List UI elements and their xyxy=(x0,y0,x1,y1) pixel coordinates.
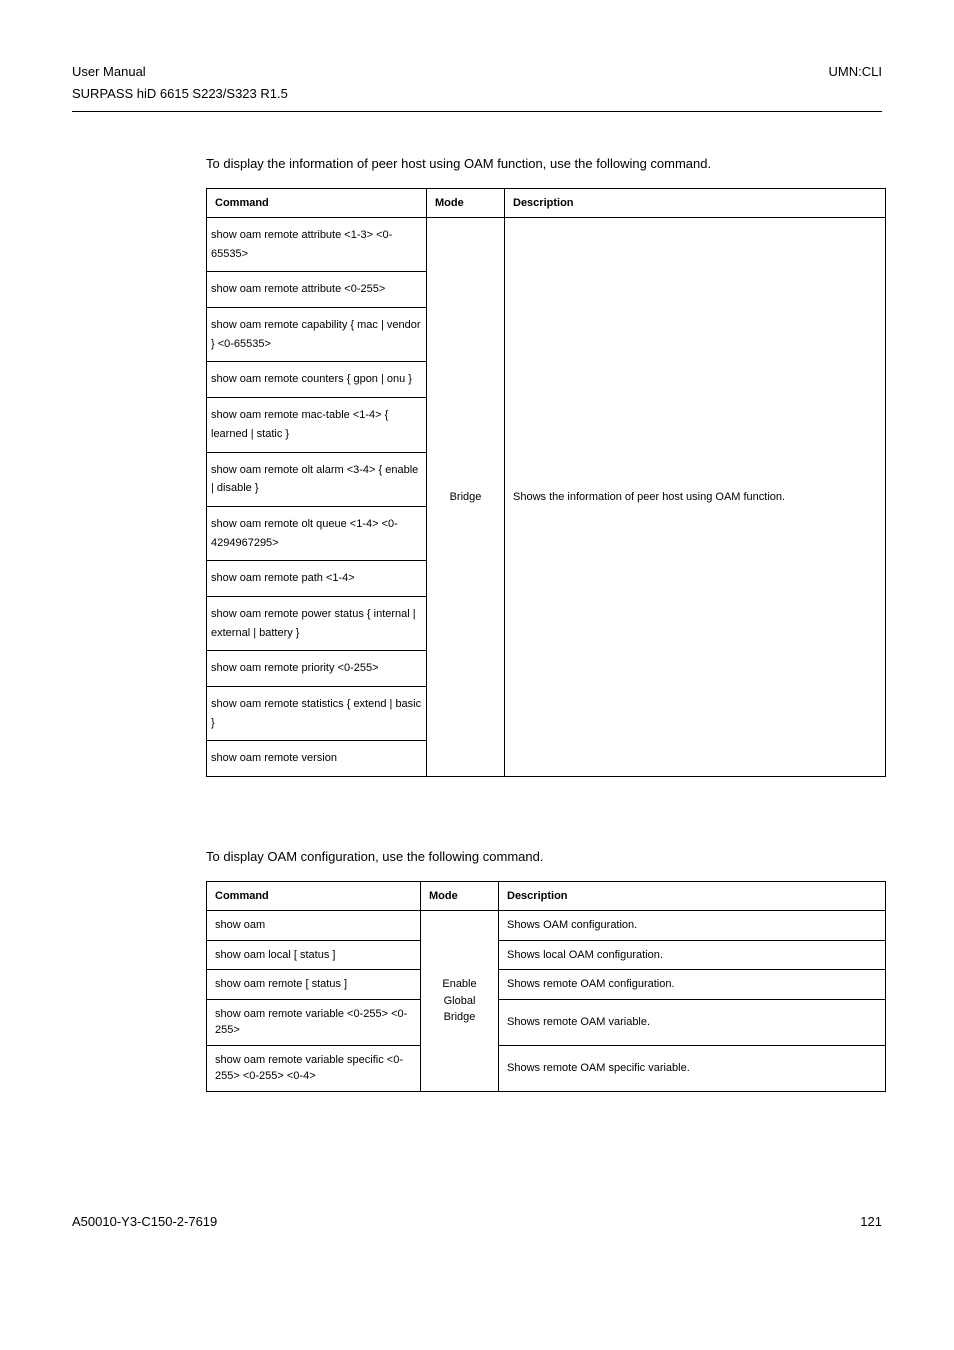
cmd-text: show oam remote olt alarm <3-4> { enable… xyxy=(207,453,426,507)
table-row: show oam Enable Global Bridge Shows OAM … xyxy=(207,911,886,941)
section1-intro: To display the information of peer host … xyxy=(206,154,882,174)
mode-cell: Bridge xyxy=(427,218,505,777)
table-header-row: Command Mode Description xyxy=(207,881,886,911)
cmd-text: show oam remote path <1-4> xyxy=(207,561,426,597)
desc-text: Shows local OAM configuration. xyxy=(499,940,886,970)
cmd-text: show oam remote variable specific <0-255… xyxy=(207,1045,421,1091)
footer-left: A50010-Y3-C150-2-7619 xyxy=(72,1212,217,1232)
header-left-2: SURPASS hiD 6615 S223/S323 R1.5 xyxy=(72,84,882,104)
table-header-row: Command Mode Description xyxy=(207,188,886,218)
cmd-text: show oam remote mac-table <1-4> { learne… xyxy=(207,398,426,452)
footer-right: 121 xyxy=(860,1212,882,1232)
table-row: show oam remote [ status ] Shows remote … xyxy=(207,970,886,1000)
header-row: User Manual UMN:CLI xyxy=(72,62,882,82)
cmd-text: show oam remote statistics { extend | ba… xyxy=(207,687,426,741)
mode-cell: Enable Global Bridge xyxy=(421,911,499,1092)
col-command: Command xyxy=(207,881,421,911)
cmd-text: show oam remote attribute <1-3> <0-65535… xyxy=(207,218,426,272)
table-row: show oam remote variable <0-255> <0-255>… xyxy=(207,999,886,1045)
cmd-text: show oam remote power status { internal … xyxy=(207,597,426,651)
cmd-text: show oam remote priority <0-255> xyxy=(207,651,426,687)
table-row: show oam remote attribute <1-3> <0-65535… xyxy=(207,218,886,777)
col-mode: Mode xyxy=(427,188,505,218)
cmd-text: show oam remote version xyxy=(207,741,426,776)
header-right-1: UMN:CLI xyxy=(829,62,882,82)
cmd-text: show oam local [ status ] xyxy=(207,940,421,970)
col-description: Description xyxy=(505,188,886,218)
description-cell: Shows the information of peer host using… xyxy=(505,218,886,777)
table-peer-host: Command Mode Description show oam remote… xyxy=(206,188,886,778)
footer: A50010-Y3-C150-2-7619 121 xyxy=(72,1212,882,1232)
cmd-text: show oam remote [ status ] xyxy=(207,970,421,1000)
section2-intro: To display OAM configuration, use the fo… xyxy=(206,847,882,867)
header-divider xyxy=(72,111,882,112)
cmd-text: show oam remote attribute <0-255> xyxy=(207,272,426,308)
header-left-1: User Manual xyxy=(72,62,146,82)
table-row: show oam local [ status ] Shows local OA… xyxy=(207,940,886,970)
cmd-text: show oam remote counters { gpon | onu } xyxy=(207,362,426,398)
command-cell: show oam remote attribute <1-3> <0-65535… xyxy=(207,218,427,777)
col-description: Description xyxy=(499,881,886,911)
desc-text: Shows remote OAM specific variable. xyxy=(499,1045,886,1091)
desc-text: Shows remote OAM configuration. xyxy=(499,970,886,1000)
cmd-text: show oam remote olt queue <1-4> <0-42949… xyxy=(207,507,426,561)
table-oam-config: Command Mode Description show oam Enable… xyxy=(206,881,886,1092)
desc-text: Shows OAM configuration. xyxy=(499,911,886,941)
col-command: Command xyxy=(207,188,427,218)
cmd-text: show oam remote variable <0-255> <0-255> xyxy=(207,999,421,1045)
col-mode: Mode xyxy=(421,881,499,911)
cmd-text: show oam xyxy=(207,911,421,941)
desc-text: Shows remote OAM variable. xyxy=(499,999,886,1045)
table-row: show oam remote variable specific <0-255… xyxy=(207,1045,886,1091)
cmd-text: show oam remote capability { mac | vendo… xyxy=(207,308,426,362)
